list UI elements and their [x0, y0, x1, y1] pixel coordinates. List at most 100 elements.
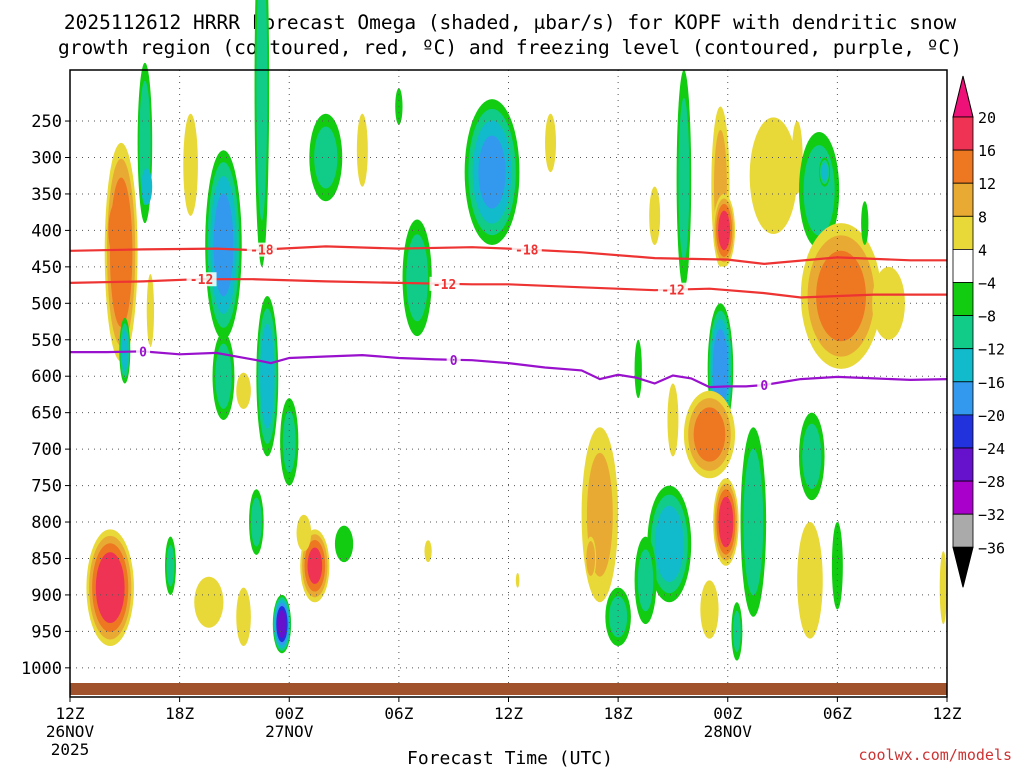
omega-cell-43: [740, 427, 767, 617]
omega-level--4: [831, 522, 843, 610]
x-tick-label: 12Z: [56, 704, 85, 723]
temperature-contours: -18 -18 -12 -12 -12 0 0 0: [69, 242, 948, 394]
colorbar-bin: [952, 414, 974, 449]
x-tick-date: 28NOV: [704, 722, 753, 741]
credit-text: coolwx.com/models: [858, 746, 1012, 764]
omega-cell-36: [649, 186, 661, 245]
omega-level-4: [749, 117, 798, 235]
contour-label--12: -12: [190, 273, 213, 288]
y-axis-pressure: 250 300 350 400 450 500 550 600 650 700 750 800 850 9…: [21, 112, 70, 679]
omega-cell-27: [464, 99, 520, 245]
omega-cell-37: [676, 69, 692, 289]
omega-level-12: [108, 201, 127, 260]
omega-level--8: [314, 126, 338, 189]
omega-cell-10: [205, 150, 242, 340]
y-tick-label-500: 500: [31, 294, 62, 314]
omega-cell-6: [86, 529, 134, 646]
omega-cell-13: [236, 587, 251, 646]
plot-area: -18 -18 -12 -12 -12 0 0 0: [69, 0, 948, 698]
chart-title-line-2: growth region (contoured, red, ºC) and f…: [58, 36, 962, 59]
omega-cell-25: [402, 219, 432, 337]
colorbar-tick-label: −8: [978, 308, 996, 326]
omega-cell-41: [683, 390, 736, 479]
omega-cell-33: [647, 485, 692, 603]
omega-cell-42: [713, 478, 739, 566]
contour-label-0: 0: [450, 354, 458, 369]
omega-cell-35: [667, 383, 679, 457]
omega-level-4: [236, 587, 251, 646]
omega-level--24: [277, 610, 287, 639]
colorbar-bin: [952, 480, 974, 515]
omega-level-8: [586, 541, 596, 576]
omega-level-4: [194, 576, 224, 628]
omega-cell-30: [585, 536, 597, 581]
colorbar-tick-label: 4: [978, 241, 987, 259]
colorbar-tick-label: −20: [978, 407, 1005, 425]
omega-cell-52: [861, 201, 869, 245]
omega-cell-15: [254, 0, 270, 267]
colorbar-bin: [952, 447, 974, 482]
x-tick-label: 12Z: [933, 704, 962, 723]
omega-level--8: [282, 410, 296, 473]
omega-level-4: [667, 383, 679, 457]
omega-level-4: [296, 514, 312, 552]
omega-level--12: [260, 323, 275, 429]
colorbar-bin: [952, 348, 974, 383]
omega-cell-5: [146, 274, 155, 348]
omega-level--4: [334, 525, 354, 563]
omega-level-4: [649, 186, 661, 245]
contour-label-bg: [429, 276, 460, 291]
omega-shading: [86, 0, 947, 661]
colorbar-tick-label: 20: [978, 109, 996, 127]
omega-level-4: [797, 522, 823, 639]
colorbar-tick-label: −36: [978, 539, 1005, 557]
contour-line-0: [70, 350, 948, 389]
omega-level--12: [821, 163, 828, 182]
omega-level--4: [634, 339, 642, 399]
omega-level-4: [515, 573, 520, 588]
omega-cell-9: [183, 113, 198, 216]
contour-label-bg: [246, 242, 277, 257]
x-tick-label: 06Z: [823, 704, 852, 723]
omega-level--4: [861, 201, 869, 245]
contour-label-bg: [136, 344, 151, 359]
omega-level-4: [146, 274, 155, 348]
y-tick-label-400: 400: [31, 221, 62, 241]
omega-cell-18: [272, 594, 292, 654]
y-tick-label-850: 850: [31, 549, 62, 569]
colorbar-bin: [952, 215, 974, 250]
contour-label-bg: [446, 352, 461, 367]
contour-label--12: -12: [433, 278, 456, 293]
omega-level-16: [95, 552, 125, 624]
colorbar-tick-label: −12: [978, 341, 1005, 359]
colorbar-bin: [952, 248, 974, 283]
omega-cell-8: [194, 576, 224, 628]
y-tick-label-300: 300: [31, 148, 62, 168]
y-tick-label-350: 350: [31, 185, 62, 205]
x-tick-label: 00Z: [275, 704, 304, 723]
y-tick-label-950: 950: [31, 622, 62, 642]
x-tick-label: 18Z: [604, 704, 633, 723]
contour-label-bg: [757, 377, 772, 392]
omega-level--8: [256, 0, 268, 221]
colorbar-tick-label: −4: [978, 275, 996, 293]
omega-level--12: [654, 505, 684, 583]
colorbar-tick-label: 16: [978, 142, 996, 160]
colorbar-bin: [952, 315, 974, 350]
colorbar-tick-label: −24: [978, 440, 1005, 458]
omega-cell-45: [700, 580, 719, 639]
omega-cell-7: [165, 536, 176, 595]
ground-surface-bar: [70, 683, 947, 695]
y-tick-label-250: 250: [31, 112, 62, 132]
omega-level--8: [166, 545, 175, 587]
y-tick-label-600: 600: [31, 367, 62, 387]
y-tick-label-900: 900: [31, 586, 62, 606]
colorbar-bin: [952, 513, 974, 548]
omega-cell-51: [872, 266, 905, 340]
omega-level--8: [678, 97, 690, 261]
omega-cell-11: [212, 332, 235, 420]
omega-level-4: [236, 372, 251, 410]
omega-level-4: [183, 113, 198, 216]
colorbar-bottom-arrow: [952, 546, 974, 588]
